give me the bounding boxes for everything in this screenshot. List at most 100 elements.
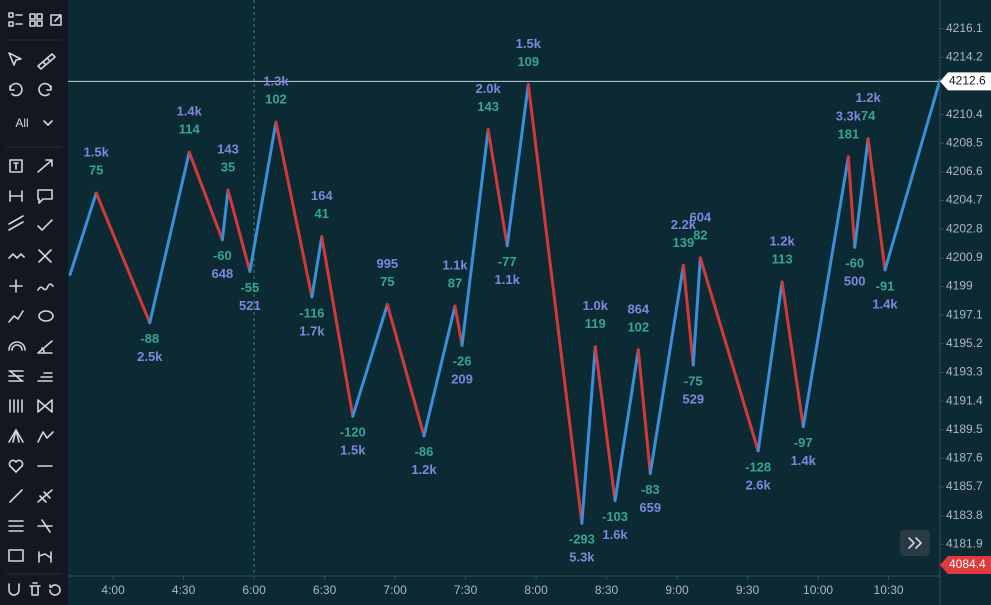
tool-icon[interactable] (37, 159, 53, 173)
pivot-change-label: -55 (240, 280, 259, 295)
pivot-change-label: -60 (845, 256, 864, 271)
tool-icon[interactable] (38, 82, 52, 97)
tool-icon[interactable] (29, 13, 43, 27)
tool-icon[interactable] (9, 82, 23, 97)
tool-icon[interactable] (29, 582, 41, 596)
x-tick-label: 10:00 (803, 583, 833, 597)
tool-icon[interactable] (8, 341, 26, 351)
pivot-volume-label: 1.1k (442, 258, 468, 273)
tool-icon[interactable] (8, 310, 24, 323)
toolbar (0, 0, 68, 605)
pivot-change-label: -88 (140, 331, 159, 346)
pivot-change-label: -86 (415, 444, 434, 459)
dropdown-arrow[interactable] (43, 120, 53, 126)
pivot-change-label: 87 (448, 276, 462, 291)
pivot-change-label: -97 (794, 435, 813, 450)
pivot-volume-label: 1.2k (769, 233, 795, 248)
tool-icon[interactable] (50, 14, 62, 26)
pivot-volume-label: 1.4k (791, 453, 817, 468)
tool-icon[interactable] (38, 249, 52, 263)
plot-area: 1.5k 75 2.5k -88 1.4k 114 648 -60 143 35 521 -55 1.3… (68, 0, 942, 576)
zigzag-segment (320, 235, 355, 418)
x-tick-label: 4:00 (101, 583, 125, 597)
pivot-volume-label: 1.1k (495, 272, 521, 287)
scroll-right-button[interactable] (900, 530, 930, 556)
y-tick-label: 4189.5 (946, 422, 983, 436)
tool-icon[interactable] (8, 520, 24, 532)
x-tick-label: 7:00 (383, 583, 407, 597)
tool-icon[interactable] (37, 189, 53, 204)
pivot-volume-label: 5.3k (569, 550, 595, 565)
y-tick-label: 4191.4 (946, 393, 983, 407)
pivot-change-label: 75 (380, 274, 394, 289)
tool-icon[interactable] (9, 190, 23, 202)
y-tick-label: 4200.9 (946, 250, 983, 264)
tool-icon[interactable] (8, 52, 22, 66)
tool-icon[interactable] (49, 584, 61, 596)
pivot-change-label: -26 (453, 354, 472, 369)
zigzag-segment (580, 345, 597, 525)
pivot-change-label: 102 (627, 319, 649, 334)
zigzag-segment (453, 304, 464, 347)
tool-icon[interactable] (37, 519, 53, 533)
zigzag-segment (310, 235, 324, 299)
zigzag-segment (780, 280, 805, 429)
zigzag-segment (801, 155, 850, 429)
tool-icon[interactable] (8, 253, 25, 259)
pivot-volume-label: 1.6k (602, 527, 628, 542)
y-tick-label: 4183.8 (946, 508, 983, 522)
y-tick-label: 4187.6 (946, 451, 983, 465)
pivot-change-label: 181 (838, 126, 860, 141)
tool-icon[interactable] (37, 399, 53, 413)
zigzag-segment (148, 150, 191, 325)
zigzag-segment (681, 263, 695, 367)
y-tick-label: 4216.1 (946, 21, 983, 35)
tool-icon[interactable] (37, 340, 53, 354)
tool-icon[interactable] (9, 399, 23, 413)
tool-icon[interactable] (37, 431, 54, 443)
scroll-right-icon[interactable] (908, 537, 922, 549)
zigzag-segment (866, 137, 887, 272)
tool-icon[interactable] (8, 583, 20, 596)
tool-icon[interactable] (8, 429, 24, 443)
tool-icon[interactable] (8, 215, 24, 231)
zigzag-segment (648, 263, 685, 475)
x-tick-label: 8:00 (524, 583, 548, 597)
tool-icon[interactable] (9, 159, 23, 173)
y-tick-label: 4210.4 (946, 107, 983, 121)
pivot-change-label: -103 (602, 509, 628, 524)
pivot-volume-label: 1.4k (177, 104, 203, 119)
pivot-volume-label: 143 (217, 141, 239, 156)
y-tick-label: 4181.9 (946, 537, 983, 551)
tool-icon[interactable] (38, 551, 52, 563)
zigzag-segment (187, 150, 224, 242)
tool-icon[interactable] (37, 372, 53, 382)
tool-icon[interactable] (8, 12, 23, 27)
zigzag-segment (68, 191, 98, 276)
tool-icon[interactable] (8, 370, 24, 382)
filter-dropdown[interactable]: All (15, 116, 28, 130)
tool-icon[interactable] (37, 53, 56, 70)
zigzag-segment (698, 256, 760, 453)
tool-icon[interactable] (37, 219, 53, 231)
tool-icon[interactable] (9, 279, 23, 293)
pivot-change-label: 109 (517, 54, 539, 69)
tool-icon[interactable] (38, 310, 54, 322)
pivot-volume-label: 1.7k (299, 323, 325, 338)
price-marker-tag (940, 556, 991, 574)
tool-icon[interactable] (9, 489, 23, 503)
y-tick-label: 4202.8 (946, 221, 983, 235)
pivot-volume-label: 209 (451, 372, 473, 387)
tool-icon[interactable] (37, 283, 54, 291)
toolbar-icons (6, 12, 62, 596)
pivot-volume-label: 1.3k (263, 74, 289, 89)
pivot-volume-label: 2.6k (745, 477, 771, 492)
tool-icon[interactable] (37, 489, 53, 503)
pivot-volume-label: 1.0k (583, 298, 609, 313)
pivot-volume-label: 1.5k (516, 36, 542, 51)
zigzag-segment (226, 188, 252, 273)
tool-icon[interactable] (8, 459, 24, 473)
tool-icon[interactable] (8, 549, 24, 562)
